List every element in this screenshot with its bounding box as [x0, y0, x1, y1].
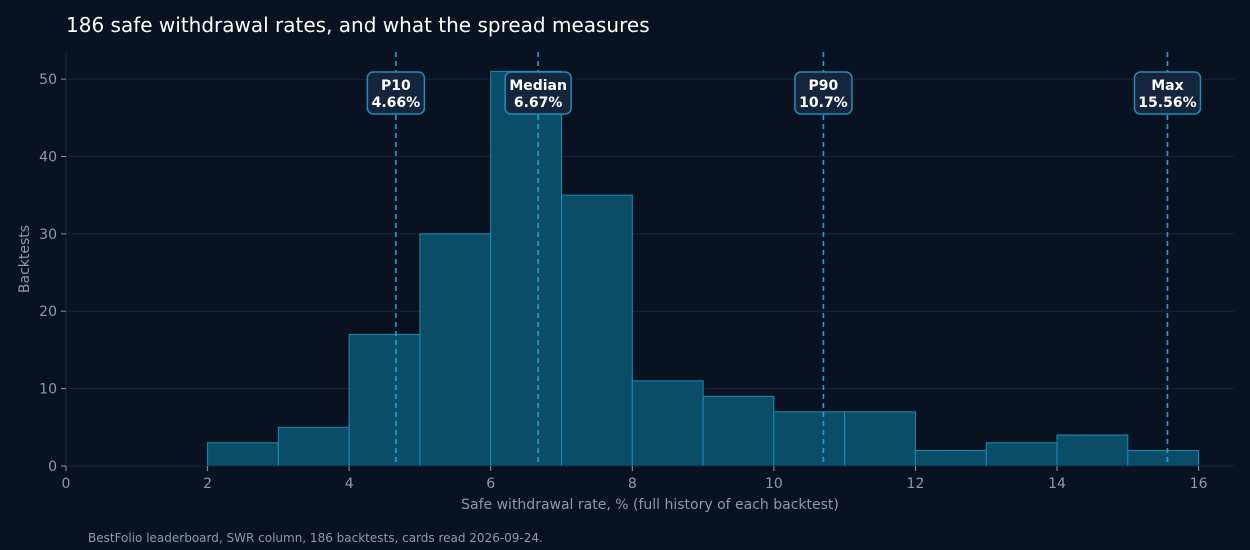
- marker-value: 10.7%: [799, 95, 848, 111]
- histogram-bar: [1127, 450, 1200, 467]
- histogram-bar: [348, 333, 421, 467]
- marker-label-box: [794, 71, 853, 115]
- histogram-bar: [702, 395, 775, 467]
- x-tick-label: 16: [1190, 476, 1208, 492]
- marker-label-box: [504, 71, 572, 115]
- y-tick-label: 40: [39, 149, 57, 165]
- histogram-bar: [207, 442, 279, 467]
- marker-value: 4.66%: [372, 95, 421, 111]
- histogram-bar: [1056, 434, 1129, 467]
- footnote: BestFolio leaderboard, SWR column, 186 b…: [88, 531, 543, 545]
- grid-layer: [66, 78, 1234, 390]
- histogram-bars: [207, 70, 1200, 467]
- y-tick-label: 50: [39, 72, 57, 88]
- x-tick-label: 8: [628, 476, 637, 492]
- axes: 0 2 4 6 8 10 12 14 16 0 10 20 30 40 50: [39, 52, 1234, 492]
- x-tick-label: 10: [765, 476, 783, 492]
- x-tick-label: 14: [1048, 476, 1066, 492]
- x-tick-label: 6: [486, 476, 495, 492]
- y-tick-label: 30: [39, 227, 57, 243]
- histogram-bar: [561, 194, 633, 467]
- y-tick-label: 20: [39, 304, 57, 320]
- marker-value: 15.56%: [1138, 95, 1196, 111]
- marker-value: 6.67%: [514, 95, 563, 111]
- marker-label: Median: [509, 78, 567, 94]
- chart-title: 186 safe withdrawal rates, and what the …: [66, 13, 650, 37]
- histogram-bar: [773, 411, 846, 467]
- y-axis-label: Backtests: [17, 225, 33, 293]
- marker-label: Max: [1151, 78, 1183, 94]
- histogram-bar: [277, 426, 350, 467]
- x-tick-label: 0: [62, 476, 71, 492]
- y-tick-label: 0: [48, 459, 57, 475]
- marker-label: P10: [381, 78, 411, 94]
- histogram-bar: [844, 411, 916, 467]
- marker-label-box: [1133, 71, 1202, 115]
- marker-label: P90: [809, 78, 839, 94]
- x-tick-label: 2: [203, 476, 212, 492]
- x-tick-label: 12: [907, 476, 925, 492]
- histogram-bar: [631, 380, 704, 467]
- histogram-bar: [914, 450, 987, 467]
- histogram-bar: [490, 70, 563, 467]
- marker-label-box: [366, 71, 426, 115]
- histogram-bar: [419, 233, 492, 467]
- x-axis-label: Safe withdrawal rate, % (full history of…: [461, 497, 839, 513]
- x-tick-label: 4: [345, 476, 354, 492]
- histogram-bar: [985, 442, 1058, 467]
- y-tick-label: 10: [39, 382, 57, 398]
